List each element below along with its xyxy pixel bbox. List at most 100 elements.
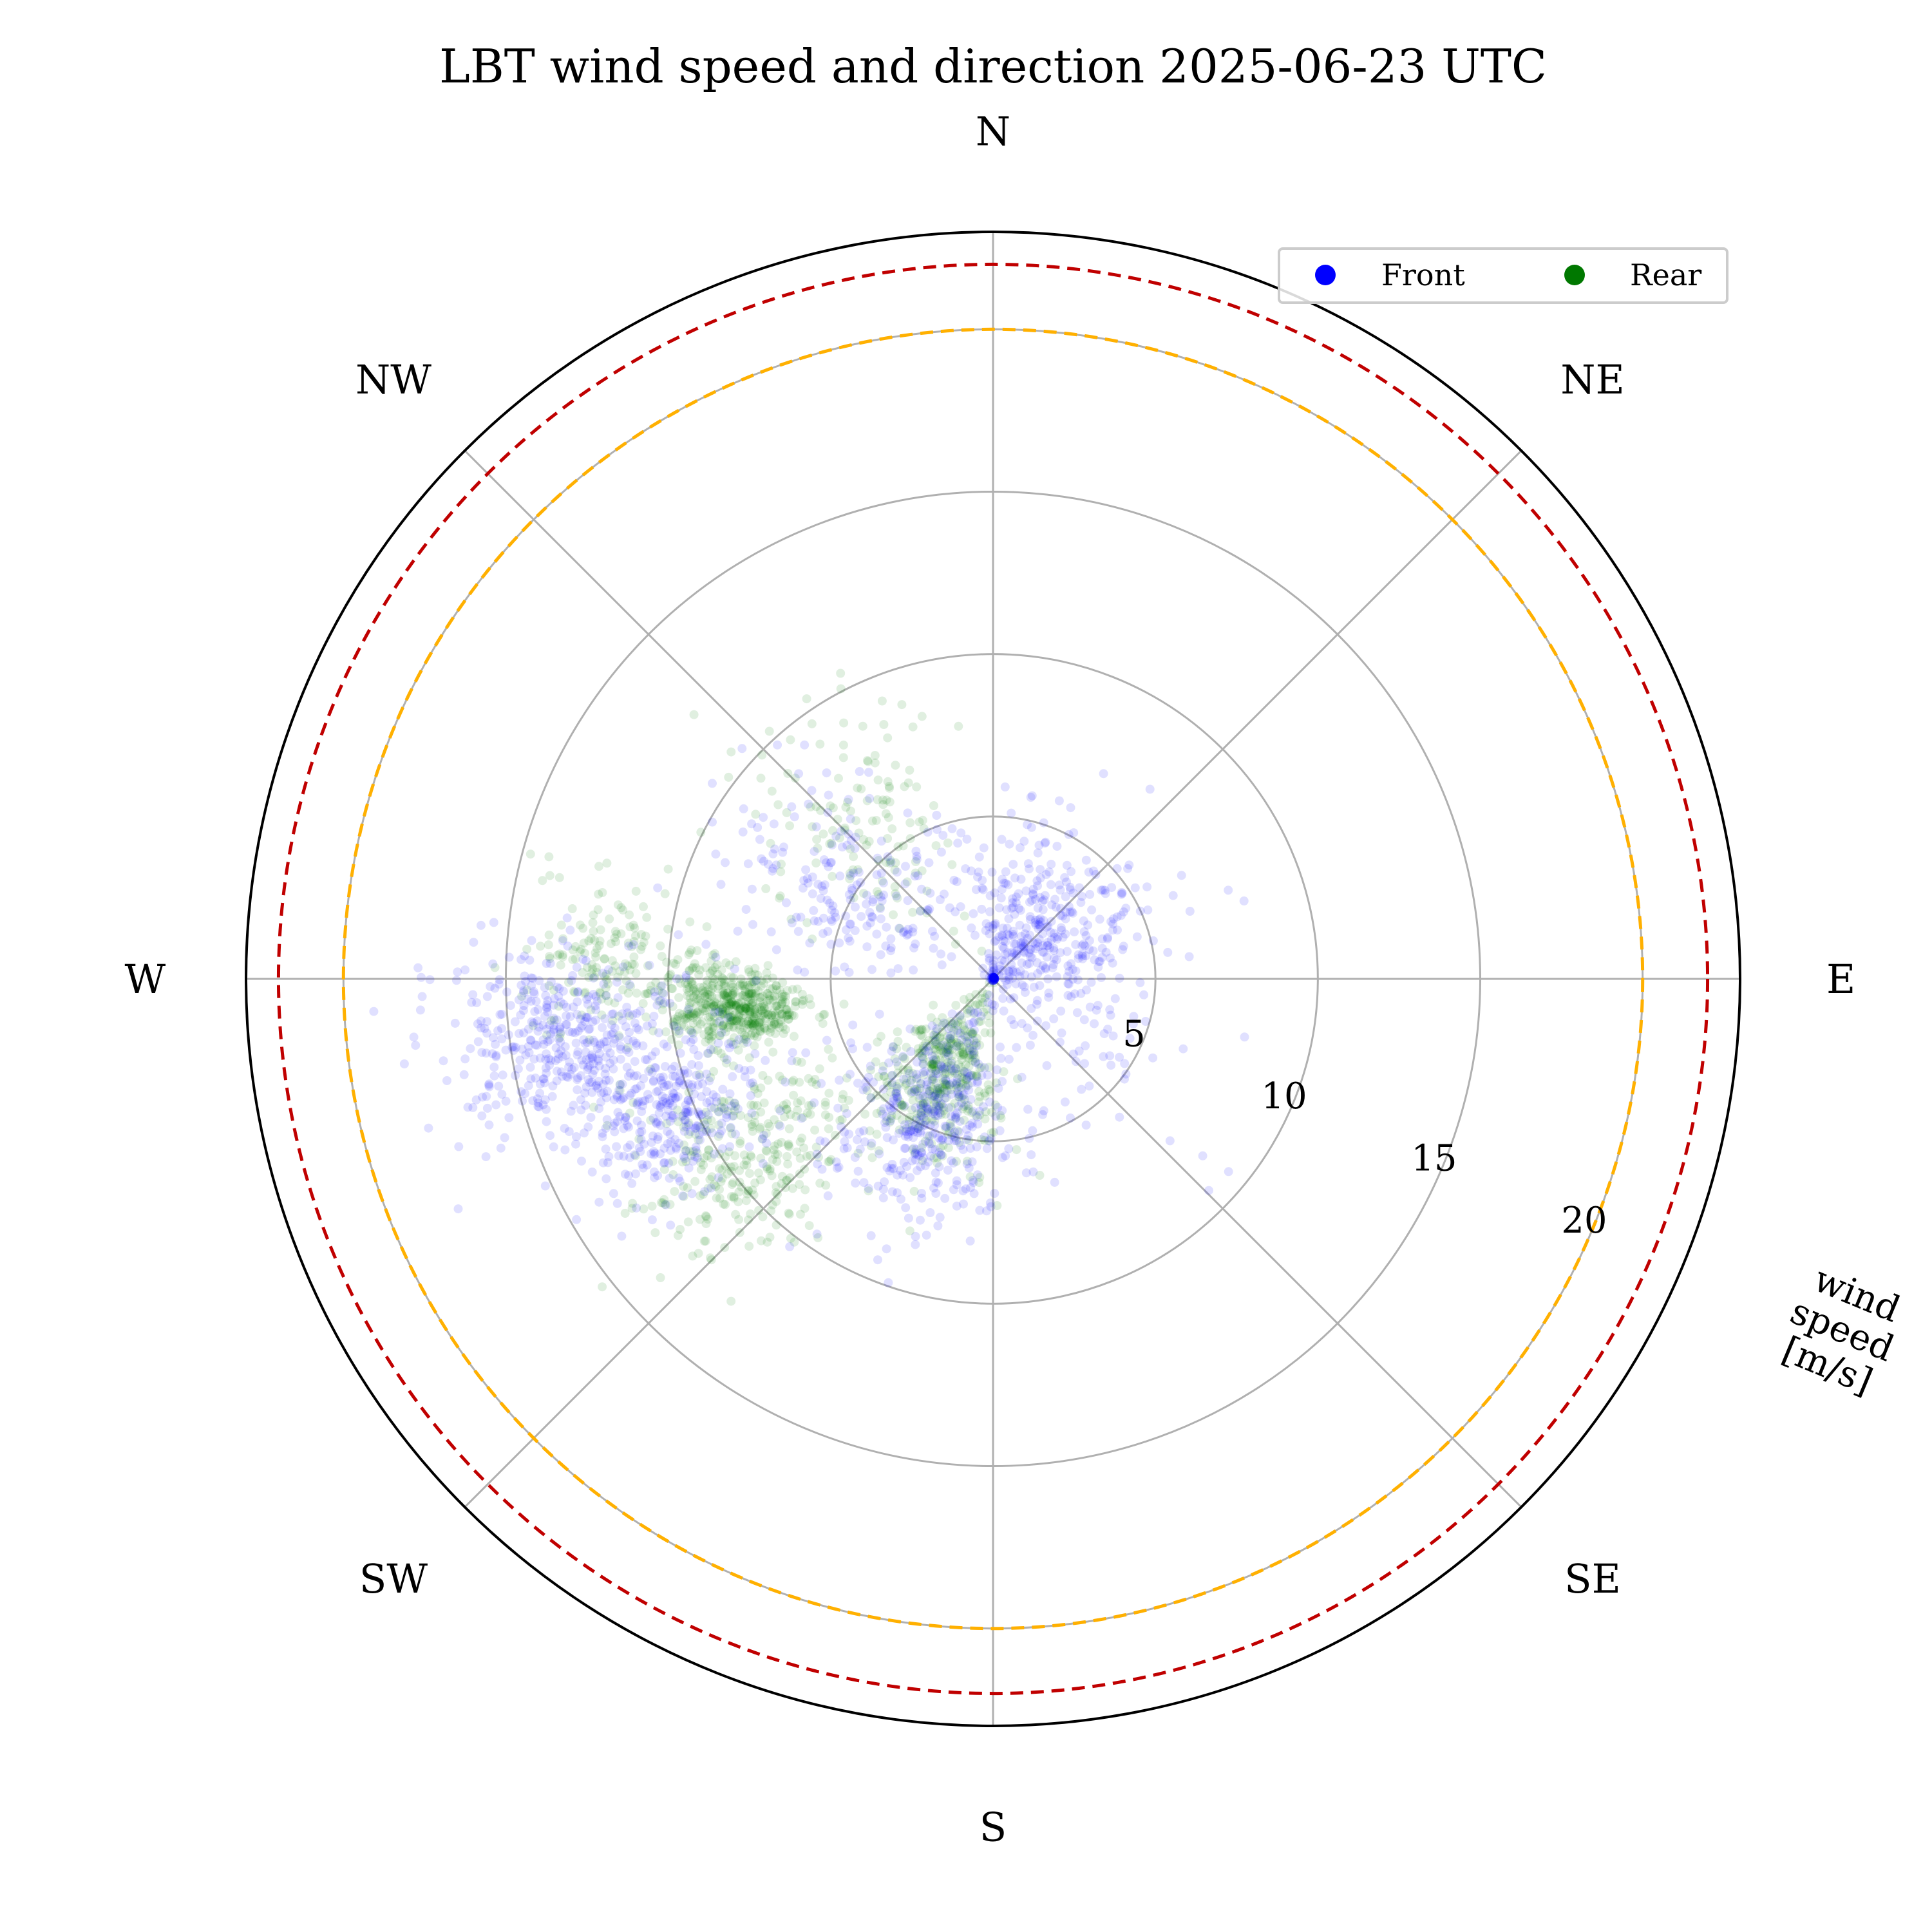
data-point [707, 992, 717, 1001]
data-point [758, 1212, 768, 1222]
data-point [716, 1000, 726, 1010]
data-point [911, 1144, 921, 1154]
data-point [981, 1107, 990, 1117]
data-point [701, 963, 710, 972]
data-point [925, 1208, 935, 1217]
data-point [954, 1039, 963, 1048]
data-point [1005, 931, 1014, 940]
data-point [739, 1038, 749, 1048]
data-point [1036, 965, 1045, 975]
data-point [918, 1025, 927, 1035]
data-point [726, 1012, 736, 1022]
data-point [719, 996, 729, 1005]
data-point [719, 1024, 729, 1034]
data-point [726, 994, 735, 1004]
data-point [625, 910, 634, 920]
data-point [590, 936, 600, 945]
data-point [1064, 902, 1074, 911]
data-point [704, 1146, 714, 1155]
data-point [1143, 905, 1153, 914]
data-point [943, 1045, 953, 1054]
data-point [1020, 970, 1030, 980]
data-point [770, 1010, 780, 1019]
data-point [744, 965, 753, 974]
data-point [891, 889, 900, 898]
data-point [707, 1027, 717, 1037]
data-point [876, 914, 886, 923]
data-point [762, 974, 772, 984]
data-point [900, 1054, 909, 1064]
data-point [718, 1003, 728, 1012]
data-point [959, 1050, 968, 1060]
data-point [774, 1120, 784, 1130]
data-point [907, 1088, 916, 1098]
data-point [1052, 934, 1062, 944]
data-point [710, 1103, 719, 1113]
data-point [864, 768, 873, 777]
data-point [677, 1010, 687, 1019]
data-point [969, 1009, 979, 1018]
data-point [891, 858, 900, 867]
data-point [1036, 893, 1045, 902]
data-point [786, 914, 796, 924]
data-point [846, 806, 855, 816]
data-point [1019, 941, 1028, 951]
data-point [967, 923, 976, 933]
data-point [997, 835, 1007, 844]
data-point [564, 978, 573, 987]
data-point [683, 1007, 692, 1016]
data-point [697, 986, 707, 996]
data-point [821, 858, 831, 867]
data-point [876, 904, 885, 913]
data-point [935, 895, 945, 904]
data-point [746, 1151, 755, 1160]
data-point [897, 1101, 907, 1110]
data-point [727, 1129, 737, 1139]
data-point [766, 1018, 775, 1027]
data-point [741, 1035, 751, 1045]
data-point [915, 1122, 925, 1132]
data-point [1081, 1041, 1090, 1050]
data-point [786, 1233, 795, 1243]
data-point [680, 1014, 690, 1024]
data-point [967, 1108, 977, 1117]
data-point [756, 773, 766, 783]
data-point [638, 1163, 648, 1173]
data-point [1028, 1126, 1037, 1135]
data-point [791, 1112, 801, 1121]
data-point [706, 1124, 715, 1133]
data-point [627, 1204, 637, 1213]
data-point [658, 1198, 668, 1208]
data-point [634, 1143, 644, 1153]
data-point [817, 1079, 826, 1088]
data-point [554, 1001, 564, 1011]
data-point [971, 1000, 980, 1010]
data-point [996, 1113, 1006, 1123]
data-point [750, 1009, 760, 1019]
data-point [690, 1177, 700, 1186]
data-point [854, 828, 864, 838]
data-point [918, 1043, 928, 1053]
data-point [571, 942, 580, 951]
data-point [417, 972, 426, 982]
data-point [951, 1080, 961, 1090]
data-point [979, 843, 989, 853]
data-point [891, 761, 900, 770]
data-point [977, 904, 987, 914]
data-point [963, 1101, 973, 1110]
data-point [716, 1177, 726, 1186]
data-point [611, 937, 621, 947]
data-point [879, 720, 889, 729]
data-point [841, 911, 851, 921]
data-point [911, 939, 920, 949]
data-point [544, 981, 554, 990]
data-point [744, 1215, 753, 1225]
data-point [916, 1025, 925, 1035]
data-point [1020, 988, 1030, 997]
data-point [857, 784, 866, 793]
data-point [933, 1083, 943, 1093]
data-point [562, 1011, 571, 1021]
data-point [1033, 904, 1043, 913]
data-point [934, 1065, 944, 1074]
data-point [748, 1021, 758, 1031]
